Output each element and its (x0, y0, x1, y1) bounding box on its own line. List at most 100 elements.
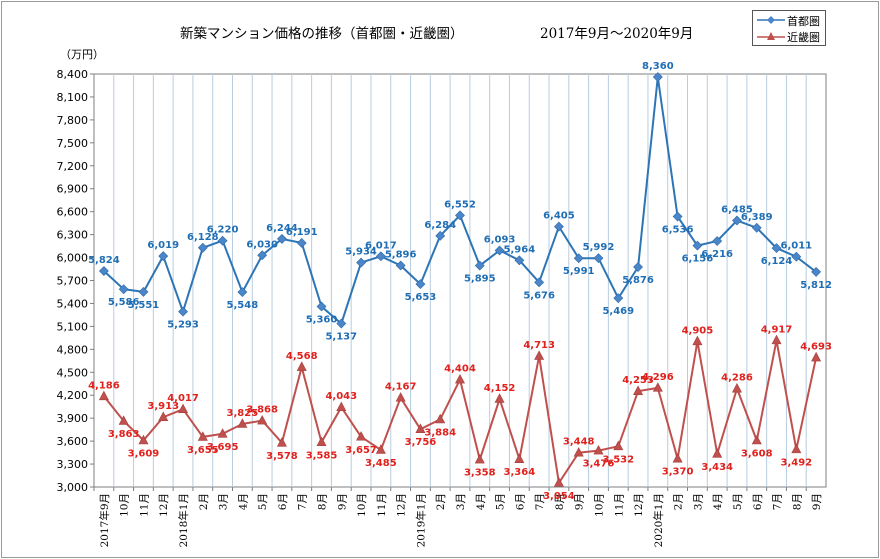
data-point-shutoken (277, 233, 287, 244)
x-tick-label: 2月 (435, 493, 447, 510)
data-point-kinki (118, 415, 129, 425)
x-tick-label: 2017年9月 (98, 493, 111, 547)
x-tick-label: 12月 (396, 493, 408, 517)
data-point-shutoken (712, 236, 723, 246)
y-tick-label: 4,200 (57, 389, 89, 402)
x-tick-label: 6月 (752, 493, 764, 510)
data-label-kinki: 4,905 (682, 325, 714, 336)
data-point-kinki (811, 351, 822, 362)
data-label-kinki: 3,608 (741, 448, 773, 459)
plot-area (93, 73, 827, 488)
data-label-kinki: 3,657 (345, 445, 377, 456)
data-point-kinki (296, 361, 307, 371)
x-tick-label: 2月 (198, 493, 210, 510)
data-point-kinki (455, 373, 465, 384)
data-point-shutoken (158, 251, 169, 262)
y-tick-label: 6,300 (57, 229, 89, 242)
data-point-kinki (415, 423, 426, 433)
data-point-shutoken (494, 245, 505, 256)
data-label-kinki: 3,756 (405, 437, 437, 448)
data-point-shutoken (138, 286, 149, 297)
x-tick-label: 8月 (791, 493, 803, 510)
data-point-shutoken (435, 230, 446, 241)
data-label-kinki: 3,434 (701, 462, 733, 473)
data-point-kinki (98, 390, 109, 401)
data-label-kinki: 3,695 (207, 442, 239, 453)
x-tick-label: 2020年1月 (652, 493, 665, 547)
data-point-kinki (336, 401, 347, 412)
data-label-shutoken: 5,876 (622, 275, 654, 286)
legend-item-shutoken: 首都圏 (753, 12, 825, 28)
data-label-kinki: 3,364 (504, 467, 536, 478)
data-point-shutoken (474, 260, 485, 271)
data-label-shutoken: 5,991 (563, 266, 595, 277)
data-point-shutoken (771, 243, 782, 253)
x-tick-label: 7月 (534, 493, 546, 510)
data-point-kinki (593, 444, 604, 455)
data-label-kinki: 3,485 (365, 458, 397, 469)
data-point-shutoken (613, 293, 624, 304)
data-point-kinki (257, 414, 268, 425)
y-tick-label: 3,600 (57, 435, 89, 448)
data-point-kinki (652, 382, 663, 392)
legend-label-shutoken: 首都圏 (787, 15, 820, 28)
triangle-marker-icon (757, 32, 785, 40)
data-label-kinki: 3,476 (583, 459, 615, 470)
data-label-kinki: 4,693 (800, 342, 832, 353)
y-tick-label: 5,700 (57, 275, 89, 288)
data-label-kinki: 3,884 (424, 427, 456, 438)
data-label-shutoken: 5,469 (602, 306, 634, 317)
x-tick-label: 3月 (692, 493, 704, 510)
data-point-shutoken (553, 221, 564, 232)
data-label-kinki: 3,370 (662, 467, 694, 478)
data-label-kinki: 3,913 (147, 401, 179, 412)
data-label-shutoken: 6,030 (246, 239, 278, 250)
data-label-kinki: 3,532 (602, 454, 634, 465)
y-tick-label: 6,000 (57, 252, 89, 265)
x-tick-label: 12月 (633, 493, 645, 517)
data-point-shutoken (296, 238, 307, 248)
y-tick-label: 5,400 (57, 297, 89, 310)
data-label-shutoken: 6,389 (741, 212, 773, 223)
x-tick-label: 5月 (257, 493, 269, 510)
data-point-shutoken (336, 318, 347, 329)
data-label-kinki: 3,492 (781, 457, 813, 468)
y-tick-label: 6,600 (57, 206, 89, 219)
data-point-shutoken (395, 260, 406, 271)
data-point-kinki (692, 335, 703, 346)
y-tick-label: 7,500 (57, 137, 89, 150)
data-label-kinki: 3,585 (306, 450, 338, 461)
data-label-kinki: 4,017 (167, 393, 199, 404)
chart-period: 2017年9月～2020年9月 (540, 26, 694, 42)
data-label-shutoken: 6,244 (266, 223, 298, 234)
data-point-kinki (494, 393, 505, 403)
x-tick-label: 9月 (811, 493, 823, 510)
data-label-kinki: 4,043 (325, 391, 357, 402)
x-tick-label: 2月 (673, 493, 685, 510)
y-tick-label: 7,800 (57, 114, 89, 127)
y-tick-label: 7,200 (57, 160, 89, 173)
data-label-shutoken: 5,548 (227, 300, 259, 311)
data-label-shutoken: 8,360 (642, 61, 674, 72)
data-point-kinki (375, 444, 386, 454)
y-tick-label: 8,400 (57, 68, 89, 81)
data-point-kinki (474, 453, 485, 464)
data-point-kinki (237, 418, 248, 428)
y-tick-label: 4,800 (57, 343, 89, 356)
data-label-shutoken: 6,093 (484, 234, 516, 245)
data-label-shutoken: 6,552 (444, 199, 476, 210)
x-tick-label: 4月 (712, 493, 724, 510)
data-point-kinki (633, 385, 644, 395)
data-label-shutoken: 6,011 (781, 241, 813, 252)
data-point-kinki (731, 383, 742, 393)
data-label-shutoken: 6,019 (147, 240, 179, 251)
data-label-kinki: 4,568 (286, 351, 318, 362)
data-point-shutoken (217, 235, 228, 246)
data-point-kinki (435, 413, 446, 424)
data-label-shutoken: 6,536 (662, 225, 694, 236)
data-point-shutoken (791, 251, 802, 262)
data-label-shutoken: 6,124 (761, 256, 793, 267)
data-label-shutoken: 5,551 (128, 300, 160, 311)
data-point-kinki (573, 447, 584, 457)
